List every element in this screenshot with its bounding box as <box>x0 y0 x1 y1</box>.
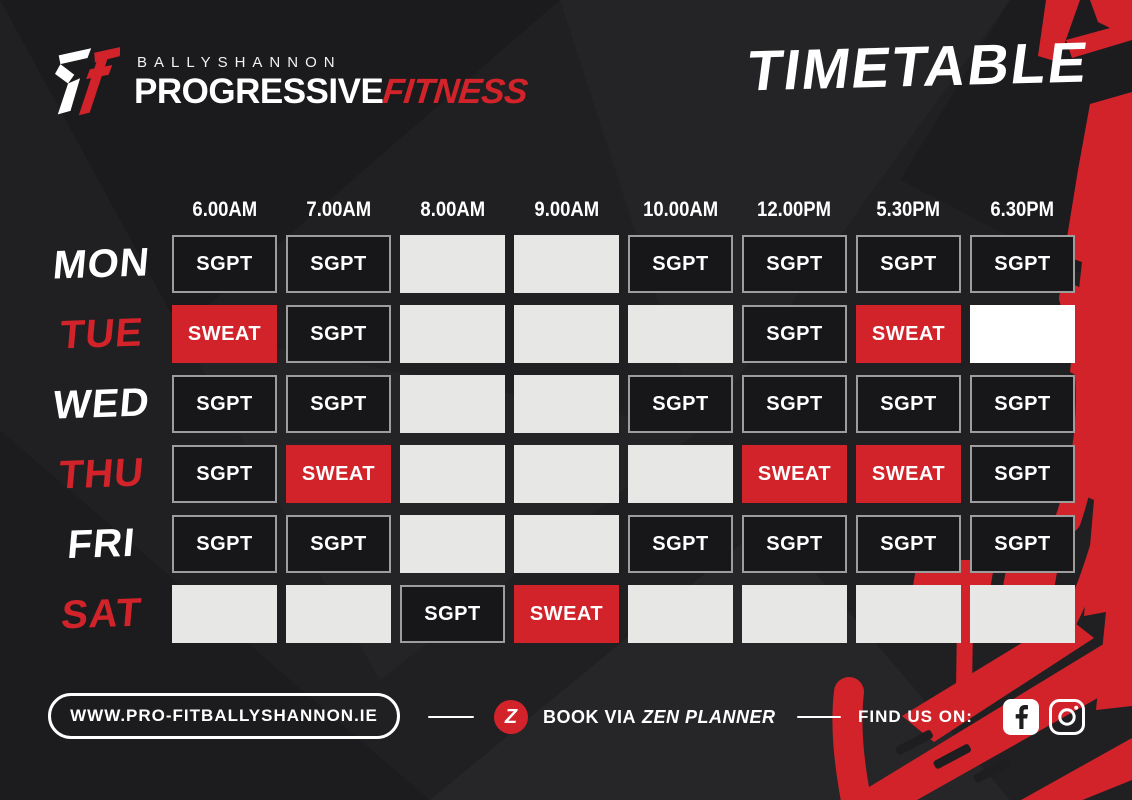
book-via-brand: ZEN PLANNER <box>642 706 776 727</box>
day-label-wed: WED <box>51 379 152 428</box>
class-cell-thu-12.00pm: SWEAT <box>742 445 847 503</box>
time-header-5.30pm: 5.30PM <box>876 198 941 221</box>
time-header-6.30pm: 6.30PM <box>990 198 1055 221</box>
class-cell-wed-10.00am: SGPT <box>628 375 733 433</box>
empty-slot-tue-6.30pm <box>970 305 1075 363</box>
empty-slot-sat-12.00pm <box>742 585 847 643</box>
class-cell-wed-7.00am: SGPT <box>286 375 391 433</box>
empty-slot-thu-8.00am <box>400 445 505 503</box>
brand-name: PROGRESSIVEFITNESS <box>134 71 530 111</box>
class-cell-fri-12.00pm: SGPT <box>742 515 847 573</box>
class-cell-sat-9.00am: SWEAT <box>514 585 619 643</box>
class-cell-tue-12.00pm: SGPT <box>742 305 847 363</box>
website-link[interactable]: WWW.PRO-FITBALLYSHANNON.IE <box>48 693 400 739</box>
time-header-10.00am: 10.00AM <box>643 198 718 221</box>
class-cell-mon-5.30pm: SGPT <box>856 235 961 293</box>
brand-logo: BALLYSHANNON PROGRESSIVEFITNESS <box>46 40 530 120</box>
empty-slot-sat-10.00am <box>628 585 733 643</box>
class-cell-fri-5.30pm: SGPT <box>856 515 961 573</box>
class-cell-wed-6.30pm: SGPT <box>970 375 1075 433</box>
time-header-12.00pm: 12.00PM <box>757 198 832 221</box>
brand-town: BALLYSHANNON <box>137 53 342 71</box>
time-header-6.00am: 6.00AM <box>192 198 257 221</box>
empty-slot-fri-8.00am <box>400 515 505 573</box>
divider-dash <box>797 716 841 718</box>
time-header-7.00am: 7.00AM <box>306 198 371 221</box>
day-label-fri: FRI <box>65 520 138 567</box>
class-cell-fri-6.00am: SGPT <box>172 515 277 573</box>
class-cell-fri-7.00am: SGPT <box>286 515 391 573</box>
class-cell-mon-6.30pm: SGPT <box>970 235 1075 293</box>
zen-planner-z-icon: Z <box>494 700 528 734</box>
empty-slot-sat-6.30pm <box>970 585 1075 643</box>
class-cell-thu-7.00am: SWEAT <box>286 445 391 503</box>
class-cell-tue-7.00am: SGPT <box>286 305 391 363</box>
class-cell-fri-6.30pm: SGPT <box>970 515 1075 573</box>
time-header-9.00am: 9.00AM <box>534 198 599 221</box>
instagram-icon[interactable] <box>1048 698 1086 736</box>
day-label-thu: THU <box>56 450 147 497</box>
class-cell-wed-5.30pm: SGPT <box>856 375 961 433</box>
empty-slot-mon-8.00am <box>400 235 505 293</box>
facebook-icon[interactable] <box>1002 698 1040 736</box>
class-cell-thu-5.30pm: SWEAT <box>856 445 961 503</box>
empty-slot-thu-10.00am <box>628 445 733 503</box>
book-via-prefix: BOOK VIA <box>543 706 637 727</box>
day-label-mon: MON <box>51 239 152 288</box>
pf-monogram-icon <box>55 46 120 116</box>
find-us-label: FIND US ON: <box>858 707 973 726</box>
page-title: TIMETABLE <box>743 30 1093 104</box>
empty-slot-mon-9.00am <box>514 235 619 293</box>
class-cell-sat-8.00am: SGPT <box>400 585 505 643</box>
empty-slot-wed-9.00am <box>514 375 619 433</box>
class-cell-mon-6.00am: SGPT <box>172 235 277 293</box>
class-cell-wed-12.00pm: SGPT <box>742 375 847 433</box>
brand-name-main: PROGRESSIVE <box>134 71 384 111</box>
grid-corner <box>40 192 163 223</box>
empty-slot-tue-8.00am <box>400 305 505 363</box>
class-cell-tue-5.30pm: SWEAT <box>856 305 961 363</box>
footer: WWW.PRO-FITBALLYSHANNON.IE Z BOOK VIA ZE… <box>0 688 1132 752</box>
empty-slot-tue-10.00am <box>628 305 733 363</box>
class-cell-thu-6.00am: SGPT <box>172 445 277 503</box>
timetable-grid: 6.00AM 7.00AM 8.00AM 9.00AM 10.00AM 12.00PM 5.… <box>40 192 1075 643</box>
time-header-8.00am: 8.00AM <box>420 198 485 221</box>
class-cell-thu-6.30pm: SGPT <box>970 445 1075 503</box>
empty-slot-sat-6.00am <box>172 585 277 643</box>
day-label-tue: TUE <box>57 310 146 357</box>
day-label-sat: SAT <box>59 590 144 637</box>
empty-slot-tue-9.00am <box>514 305 619 363</box>
empty-slot-fri-9.00am <box>514 515 619 573</box>
class-cell-fri-10.00am: SGPT <box>628 515 733 573</box>
class-cell-mon-12.00pm: SGPT <box>742 235 847 293</box>
book-via-text: BOOK VIA ZEN PLANNER <box>543 688 776 746</box>
empty-slot-thu-9.00am <box>514 445 619 503</box>
class-cell-mon-7.00am: SGPT <box>286 235 391 293</box>
divider-dash <box>428 716 474 718</box>
class-cell-wed-6.00am: SGPT <box>172 375 277 433</box>
empty-slot-wed-8.00am <box>400 375 505 433</box>
empty-slot-sat-7.00am <box>286 585 391 643</box>
class-cell-mon-10.00am: SGPT <box>628 235 733 293</box>
brand-name-accent: FITNESS <box>381 71 530 111</box>
empty-slot-sat-5.30pm <box>856 585 961 643</box>
class-cell-tue-6.00am: SWEAT <box>172 305 277 363</box>
